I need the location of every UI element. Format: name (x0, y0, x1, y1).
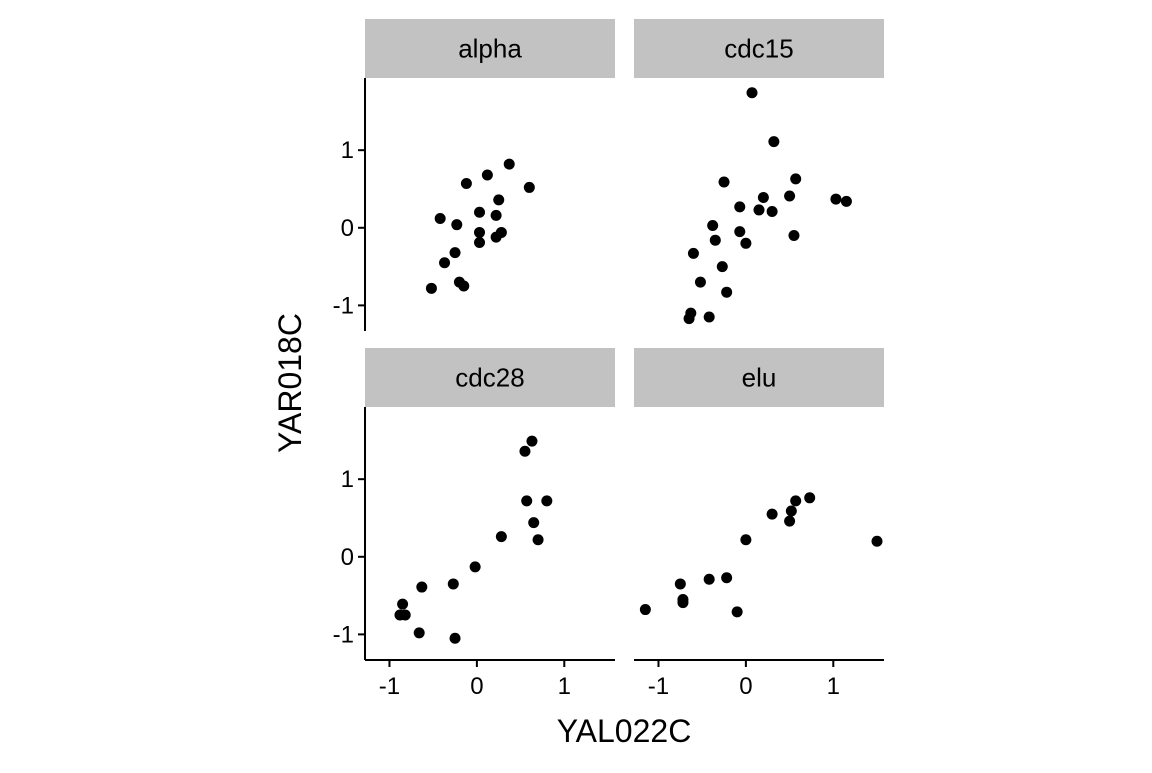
data-point (731, 606, 743, 618)
data-point (740, 237, 752, 249)
data-point (521, 495, 533, 507)
data-point (709, 234, 721, 246)
data-point (639, 604, 651, 616)
data-point (788, 230, 800, 242)
data-point (840, 195, 852, 207)
y-tick-label: 0 (341, 544, 354, 571)
data-point (397, 598, 409, 610)
facet-strip-background (634, 19, 884, 78)
data-point (740, 534, 752, 546)
data-point (718, 176, 730, 188)
y-tick-label: -1 (333, 621, 354, 648)
data-point (734, 226, 746, 238)
x-tick-label: -1 (648, 673, 669, 700)
data-point (830, 193, 842, 205)
data-point (526, 435, 538, 447)
facet-strip-background (634, 348, 884, 407)
data-point (399, 609, 411, 621)
facet-panel-alpha: alpha -1 0 1 (333, 19, 615, 331)
data-point (753, 204, 765, 216)
data-point (734, 201, 746, 213)
facet-strip-label: cdc15 (724, 34, 793, 64)
data-point (434, 212, 446, 224)
y-axis-title: YAR018C (272, 313, 308, 453)
data-point (694, 276, 706, 288)
facet-panel-elu: elu -1 0 1 (634, 348, 884, 700)
data-point (687, 247, 699, 259)
data-point (519, 445, 531, 457)
x-tick-label: 1 (827, 673, 840, 700)
data-point (766, 508, 778, 520)
data-point (721, 286, 733, 298)
data-point (871, 535, 883, 547)
data-point (493, 194, 505, 206)
data-point (766, 205, 778, 217)
data-point (439, 257, 451, 269)
facet-strip-label: elu (742, 363, 777, 393)
data-point (674, 578, 686, 590)
x-tick-label: 0 (470, 673, 483, 700)
data-point (804, 492, 816, 504)
data-point (790, 495, 802, 507)
data-point (707, 219, 719, 231)
facet-strip-label: cdc28 (455, 363, 524, 393)
data-point (528, 517, 540, 529)
facet-strip-background (365, 19, 615, 78)
data-point (746, 87, 758, 99)
data-point (469, 561, 481, 573)
data-point (447, 578, 459, 590)
x-tick-label: 1 (558, 673, 571, 700)
data-point (532, 534, 544, 546)
data-point (460, 178, 472, 190)
x-tick-label: -1 (379, 673, 400, 700)
data-point (541, 495, 553, 507)
data-point (703, 573, 715, 585)
data-point (757, 192, 769, 204)
data-point (768, 136, 780, 148)
data-point (449, 632, 461, 644)
y-tick-label: 0 (341, 215, 354, 242)
facet-panel-cdc15: cdc15 (634, 19, 884, 325)
data-point (413, 627, 425, 639)
data-point (523, 181, 535, 193)
y-tick-label: -1 (333, 292, 354, 319)
data-point (703, 311, 715, 323)
data-point (495, 226, 507, 238)
y-tick-label: 1 (341, 137, 354, 164)
data-point (503, 158, 515, 170)
data-point (790, 173, 802, 185)
data-point (474, 237, 486, 249)
data-point (449, 247, 461, 259)
data-point (716, 261, 728, 273)
facet-strip-label: alpha (458, 34, 522, 64)
x-axis-title: YAL022C (557, 713, 692, 749)
data-point (721, 572, 733, 584)
data-point (481, 169, 493, 181)
facet-strip-background (365, 348, 615, 407)
data-point (785, 505, 797, 517)
data-point (784, 190, 796, 202)
y-tick-label: 1 (341, 466, 354, 493)
data-point (685, 307, 697, 319)
data-point (784, 515, 796, 527)
data-point (425, 282, 437, 294)
data-point (474, 226, 486, 238)
x-tick-label: 0 (739, 673, 752, 700)
data-point (451, 219, 463, 231)
data-point (490, 209, 502, 221)
data-point (677, 593, 689, 605)
facet-panel-cdc28: cdc28 -1 0 1 -1 0 1 (333, 348, 615, 700)
data-point (495, 531, 507, 543)
data-point (416, 581, 428, 593)
data-point (458, 280, 470, 292)
data-point (474, 206, 486, 218)
